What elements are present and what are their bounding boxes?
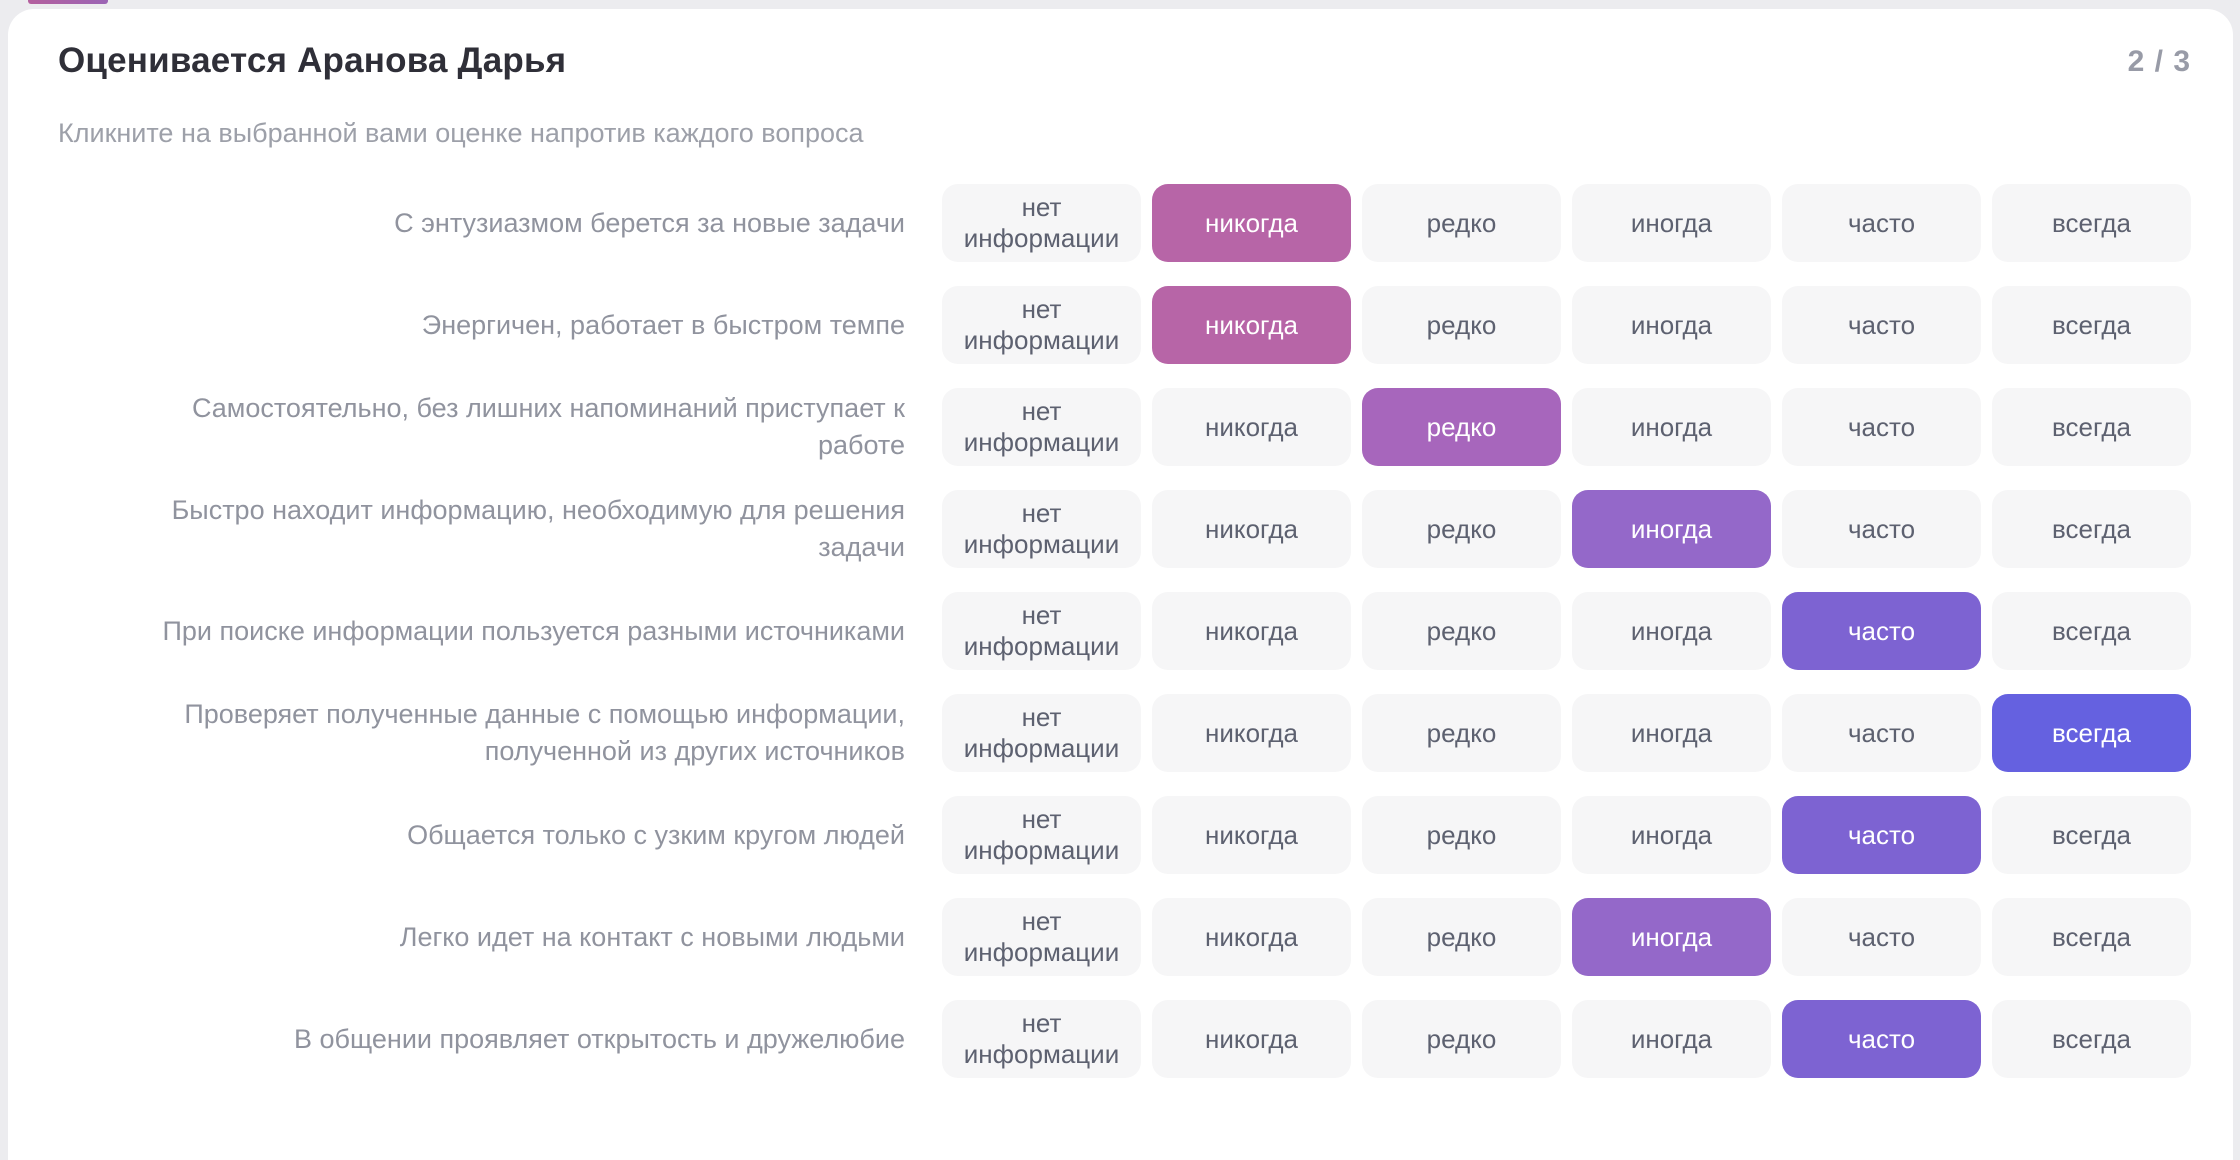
option-rarely[interactable]: редко xyxy=(1362,388,1561,466)
option-sometimes[interactable]: иногда xyxy=(1572,286,1771,364)
question-rows: С энтузиазмом берется за новые задачи не… xyxy=(58,184,2197,1078)
option-always[interactable]: всегда xyxy=(1992,796,2191,874)
option-no-info[interactable]: нет информации xyxy=(942,898,1141,976)
question-label: При поиске информации пользуется разными… xyxy=(162,615,905,646)
option-often[interactable]: часто xyxy=(1782,490,1981,568)
option-no-info[interactable]: нет информации xyxy=(942,490,1141,568)
option-always[interactable]: всегда xyxy=(1992,898,2191,976)
question-row: Проверяет полученные данные с помощью ин… xyxy=(58,694,2197,772)
option-rarely[interactable]: редко xyxy=(1362,796,1561,874)
option-no-info[interactable]: нет информации xyxy=(942,796,1141,874)
option-group: нет информации никогда редко иногда часто все… xyxy=(942,184,2191,262)
option-no-info[interactable]: нет информации xyxy=(942,592,1141,670)
option-sometimes[interactable]: иногда xyxy=(1572,1000,1771,1078)
option-always[interactable]: всегда xyxy=(1992,286,2191,364)
question-row: В общении проявляет открытость и дружелю… xyxy=(58,1000,2197,1078)
option-always[interactable]: всегда xyxy=(1992,388,2191,466)
option-no-info[interactable]: нет информации xyxy=(942,286,1141,364)
option-often[interactable]: часто xyxy=(1782,898,1981,976)
option-group: нет информации никогда редко иногда часто все… xyxy=(942,490,2191,568)
option-never[interactable]: никогда xyxy=(1152,796,1351,874)
assessment-card: Оценивается Аранова Дарья 2 / 3 Кликните… xyxy=(8,9,2233,1160)
option-often[interactable]: часто xyxy=(1782,796,1981,874)
option-often[interactable]: часто xyxy=(1782,1000,1981,1078)
page-title: Оценивается Аранова Дарья xyxy=(58,41,567,80)
question-row: При поиске информации пользуется разными… xyxy=(58,592,2197,670)
option-rarely[interactable]: редко xyxy=(1362,592,1561,670)
question-row: Легко идет на контакт с новыми людьми не… xyxy=(58,898,2197,976)
question-label: Быстро находит информацию, необходимую д… xyxy=(171,495,905,562)
option-no-info[interactable]: нет информации xyxy=(942,388,1141,466)
option-rarely[interactable]: редко xyxy=(1362,1000,1561,1078)
option-no-info[interactable]: нет информации xyxy=(942,694,1141,772)
question-row: С энтузиазмом берется за новые задачи не… xyxy=(58,184,2197,262)
option-never[interactable]: никогда xyxy=(1152,388,1351,466)
option-often[interactable]: часто xyxy=(1782,184,1981,262)
option-never[interactable]: никогда xyxy=(1152,898,1351,976)
question-label: Легко идет на контакт с новыми людьми xyxy=(399,921,905,952)
option-sometimes[interactable]: иногда xyxy=(1572,184,1771,262)
question-row: Быстро находит информацию, необходимую д… xyxy=(58,490,2197,568)
question-label: Общается только с узким кругом людей xyxy=(407,819,905,850)
question-row: Общается только с узким кругом людей нет… xyxy=(58,796,2197,874)
option-always[interactable]: всегда xyxy=(1992,184,2191,262)
option-rarely[interactable]: редко xyxy=(1362,694,1561,772)
option-group: нет информации никогда редко иногда часто все… xyxy=(942,592,2191,670)
question-row: Энергичен, работает в быстром темпе нет … xyxy=(58,286,2197,364)
option-rarely[interactable]: редко xyxy=(1362,898,1561,976)
option-sometimes[interactable]: иногда xyxy=(1572,592,1771,670)
option-rarely[interactable]: редко xyxy=(1362,286,1561,364)
option-sometimes[interactable]: иногда xyxy=(1572,796,1771,874)
option-often[interactable]: часто xyxy=(1782,694,1981,772)
option-often[interactable]: часто xyxy=(1782,592,1981,670)
option-sometimes[interactable]: иногда xyxy=(1572,898,1771,976)
question-label: Самостоятельно, без лишних напоминаний п… xyxy=(191,393,905,460)
option-never[interactable]: никогда xyxy=(1152,286,1351,364)
option-often[interactable]: часто xyxy=(1782,388,1981,466)
instruction-text: Кликните на выбранной вами оценке напрот… xyxy=(58,118,864,148)
question-label: В общении проявляет открытость и дружелю… xyxy=(294,1023,905,1054)
question-label: Энергичен, работает в быстром темпе xyxy=(421,309,905,340)
option-group: нет информации никогда редко иногда часто все… xyxy=(942,694,2191,772)
option-always[interactable]: всегда xyxy=(1992,592,2191,670)
option-often[interactable]: часто xyxy=(1782,286,1981,364)
top-accent-bar xyxy=(28,0,108,4)
option-no-info[interactable]: нет информации xyxy=(942,184,1141,262)
step-counter: 2 / 3 xyxy=(2127,45,2191,78)
header: Оценивается Аранова Дарья 2 / 3 xyxy=(58,41,2197,81)
question-label: С энтузиазмом берется за новые задачи xyxy=(394,207,905,238)
option-never[interactable]: никогда xyxy=(1152,694,1351,772)
option-sometimes[interactable]: иногда xyxy=(1572,388,1771,466)
option-group: нет информации никогда редко иногда часто все… xyxy=(942,796,2191,874)
option-rarely[interactable]: редко xyxy=(1362,184,1561,262)
option-never[interactable]: никогда xyxy=(1152,1000,1351,1078)
option-never[interactable]: никогда xyxy=(1152,592,1351,670)
option-always[interactable]: всегда xyxy=(1992,490,2191,568)
question-row: Самостоятельно, без лишних напоминаний п… xyxy=(58,388,2197,466)
option-always[interactable]: всегда xyxy=(1992,694,2191,772)
question-label: Проверяет полученные данные с помощью ин… xyxy=(184,699,905,766)
option-sometimes[interactable]: иногда xyxy=(1572,490,1771,568)
option-rarely[interactable]: редко xyxy=(1362,490,1561,568)
option-group: нет информации никогда редко иногда часто все… xyxy=(942,898,2191,976)
option-group: нет информации никогда редко иногда часто все… xyxy=(942,388,2191,466)
option-never[interactable]: никогда xyxy=(1152,184,1351,262)
option-no-info[interactable]: нет информации xyxy=(942,1000,1141,1078)
option-sometimes[interactable]: иногда xyxy=(1572,694,1771,772)
option-group: нет информации никогда редко иногда часто все… xyxy=(942,286,2191,364)
option-never[interactable]: никогда xyxy=(1152,490,1351,568)
option-group: нет информации никогда редко иногда часто все… xyxy=(942,1000,2191,1078)
option-always[interactable]: всегда xyxy=(1992,1000,2191,1078)
